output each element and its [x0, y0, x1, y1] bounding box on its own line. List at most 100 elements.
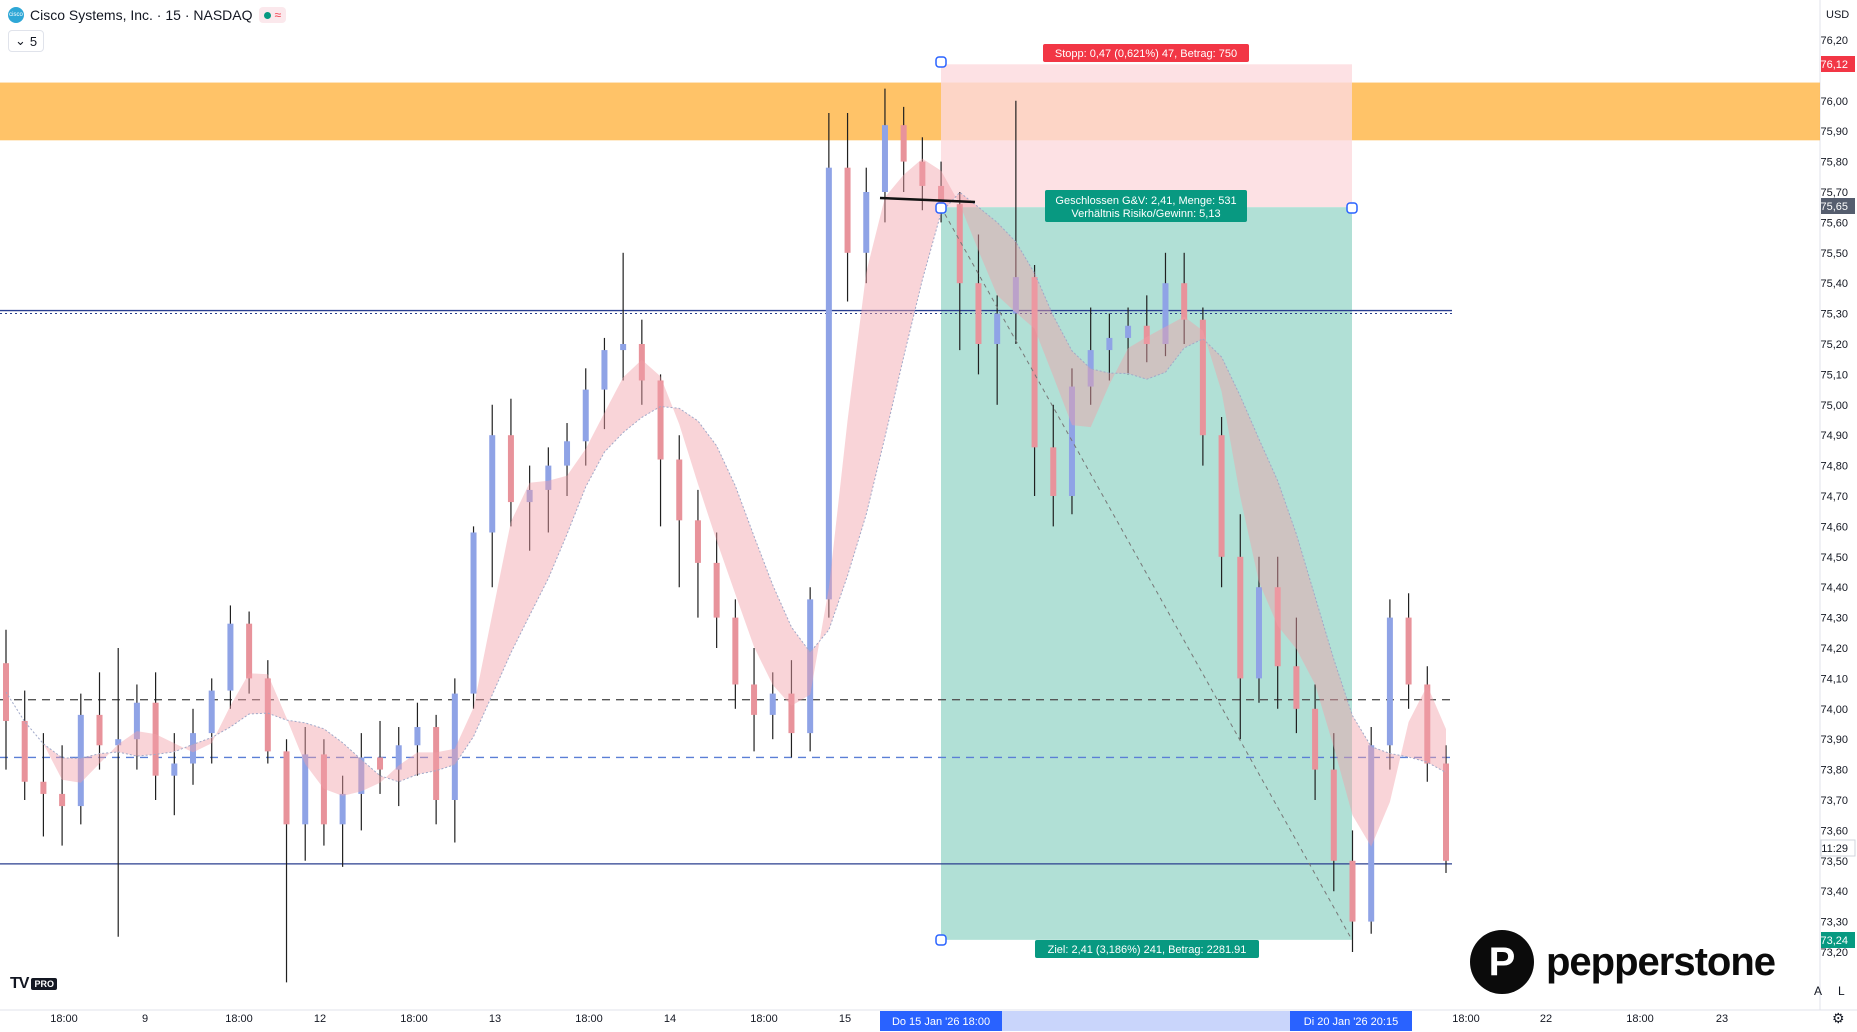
candle-body-63[interactable] — [1181, 283, 1188, 320]
ma-ribbon[interactable] — [6, 158, 1446, 847]
candle-body-8[interactable] — [152, 702, 159, 776]
candle-body-31[interactable] — [582, 389, 589, 442]
log-scale-button[interactable]: L — [1838, 984, 1845, 998]
price-label-countdown[interactable]: 11:29 — [1820, 839, 1856, 857]
position-handle-0[interactable] — [935, 56, 947, 68]
candle-body-28[interactable] — [526, 489, 533, 503]
candle-body-26[interactable] — [489, 435, 496, 533]
price-label-current[interactable]: 75,65 — [1820, 198, 1855, 214]
candle-body-7[interactable] — [133, 702, 140, 740]
candle-body-71[interactable] — [1330, 769, 1337, 861]
x-highlight-start-bg[interactable] — [880, 1011, 1002, 1031]
auto-scale-button[interactable]: A — [1814, 984, 1823, 998]
candle-body-51[interactable] — [956, 204, 963, 284]
candle-body-68[interactable] — [1274, 587, 1281, 667]
candle-body-52[interactable] — [975, 283, 982, 344]
candle-body-5[interactable] — [96, 714, 103, 746]
x-highlight-end-bg[interactable] — [1290, 1011, 1412, 1031]
candle-body-54[interactable] — [1012, 277, 1019, 314]
candle-body-57[interactable] — [1068, 386, 1075, 496]
candle-body-6[interactable] — [115, 739, 122, 746]
candle-body-38[interactable] — [713, 562, 720, 618]
candle-body-40[interactable] — [751, 684, 758, 715]
candle-body-21[interactable] — [395, 745, 402, 770]
candle-body-44[interactable] — [825, 167, 832, 600]
candle-body-11[interactable] — [208, 690, 215, 734]
candle-body-2[interactable] — [40, 781, 47, 794]
symbol-header[interactable]: cisco Cisco Systems, Inc. · 15 · NASDAQ … — [8, 4, 287, 26]
candle-body-20[interactable] — [377, 757, 384, 770]
candle-body-66[interactable] — [1237, 556, 1244, 679]
entry-marker-line[interactable] — [879, 196, 976, 204]
candle-body-45[interactable] — [844, 167, 851, 253]
tradingview-logo[interactable]: TV PRO — [10, 975, 57, 993]
candle-body-74[interactable] — [1386, 617, 1393, 746]
candle-body-69[interactable] — [1293, 666, 1300, 709]
candle-body-70[interactable] — [1312, 708, 1319, 770]
candle-body-42[interactable] — [788, 693, 795, 734]
market-status-badge[interactable]: ≈ — [258, 7, 287, 23]
position-handle-2[interactable] — [1346, 202, 1358, 214]
candle-body-50[interactable] — [938, 185, 945, 205]
candle-body-16[interactable] — [302, 754, 309, 825]
x-highlight-range[interactable] — [1002, 1011, 1337, 1031]
candle-body-29[interactable] — [545, 465, 552, 490]
candle-body-34[interactable] — [638, 344, 645, 381]
candle-body-12[interactable] — [227, 623, 234, 691]
price-axis-bg[interactable] — [1820, 0, 1857, 1032]
stop-label[interactable]: Stopp: 0,47 (0,621%) 47, Betrag: 750 — [1043, 44, 1249, 62]
candle-body-14[interactable] — [264, 678, 271, 752]
candle-body-75[interactable] — [1405, 617, 1412, 685]
candle-body-39[interactable] — [732, 617, 739, 685]
candle-body-25[interactable] — [470, 532, 477, 694]
candle-body-10[interactable] — [190, 733, 197, 764]
candle-body-62[interactable] — [1162, 283, 1169, 344]
candle-body-43[interactable] — [807, 599, 814, 734]
ma-line-slow[interactable] — [5, 191, 1447, 783]
candle-body-37[interactable] — [694, 520, 701, 563]
target-label[interactable]: Ziel: 2,41 (3,186%) 241, Betrag: 2281.91 — [1035, 940, 1259, 958]
candle-body-30[interactable] — [564, 441, 571, 466]
candle-body-24[interactable] — [451, 693, 458, 800]
candle-body-27[interactable] — [507, 435, 514, 503]
candle-body-22[interactable] — [414, 727, 421, 746]
candle-body-47[interactable] — [881, 125, 888, 192]
candle-body-72[interactable] — [1349, 860, 1356, 922]
candle-body-60[interactable] — [1125, 325, 1132, 338]
candle-body-48[interactable] — [900, 125, 907, 162]
price-label-target[interactable]: 73,24 — [1820, 932, 1855, 948]
candle-body-35[interactable] — [657, 380, 664, 460]
candle-body-65[interactable] — [1218, 435, 1225, 557]
candle-body-1[interactable] — [21, 720, 28, 782]
candle-body-59[interactable] — [1106, 337, 1113, 351]
candle-body-41[interactable] — [769, 693, 776, 715]
candle-body-58[interactable] — [1087, 350, 1094, 387]
resistance-zone[interactable] — [0, 82, 1820, 141]
candle-body-73[interactable] — [1368, 745, 1375, 922]
candle-body-23[interactable] — [433, 727, 440, 800]
candle-body-33[interactable] — [620, 344, 627, 351]
candle-body-9[interactable] — [171, 763, 178, 776]
candle-body-76[interactable] — [1424, 684, 1431, 764]
candle-body-46[interactable] — [863, 192, 870, 253]
position-handle-3[interactable] — [935, 934, 947, 946]
candle-body-56[interactable] — [1050, 447, 1057, 496]
indicator-collapse-button[interactable]: ⌄ 5 — [8, 30, 45, 52]
candle-body-17[interactable] — [320, 754, 327, 825]
closed-pnl-label[interactable]: Geschlossen G&V: 2,41, Menge: 531Verhält… — [1045, 190, 1247, 222]
candle-body-61[interactable] — [1143, 325, 1150, 344]
position-handle-1[interactable] — [935, 202, 947, 214]
candle-body-77[interactable] — [1443, 763, 1449, 861]
candle-body-36[interactable] — [676, 459, 683, 521]
candle-body-0[interactable] — [3, 663, 9, 721]
stop-zone[interactable] — [941, 64, 1352, 208]
candle-body-19[interactable] — [358, 757, 365, 794]
candle-body-64[interactable] — [1199, 319, 1206, 436]
candle-body-32[interactable] — [601, 350, 608, 390]
candle-body-67[interactable] — [1255, 587, 1262, 679]
candle-body-4[interactable] — [77, 714, 84, 807]
price-label-stop[interactable]: 76,12 — [1820, 56, 1855, 72]
settings-gear-icon[interactable]: ⚙ — [1832, 1010, 1845, 1026]
candle-body-3[interactable] — [59, 793, 66, 807]
